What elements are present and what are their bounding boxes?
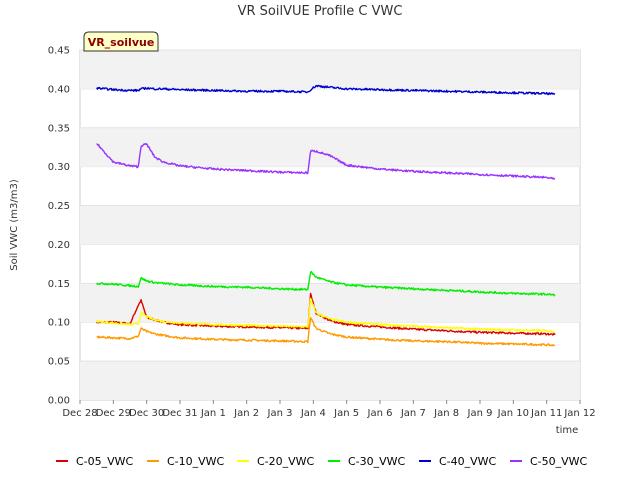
series-line-c-40_vwc (96, 84, 556, 96)
station-badge-text: VR_soilvue (88, 36, 155, 49)
grid-band (80, 361, 580, 400)
x-tick-label: Dec 30 (129, 408, 164, 419)
y-tick-label: 0.05 (48, 357, 70, 368)
grid-band (80, 205, 580, 245)
y-tick-label: 0.35 (48, 123, 70, 134)
chart-title: VR SoilVUE Profile C VWC (238, 4, 403, 19)
legend: C-05_VWC C-10_VWC C-20_VWC C-30_VWC C-40_VWC… (56, 455, 588, 468)
x-tick-label: Jan 10 (497, 408, 529, 419)
x-tick-label: Dec 28 (62, 408, 97, 419)
x-tick-label: Jan 8 (433, 408, 459, 419)
x-axis-label: time (556, 425, 579, 436)
series-lines (96, 84, 556, 347)
x-tick-label: Dec 31 (162, 408, 197, 419)
y-axis-label: Soil VWC (m3/m3) (9, 179, 20, 271)
y-tick-label: 0.40 (48, 84, 70, 95)
x-tick-label: Jan 3 (267, 408, 293, 419)
legend-label: C-50_VWC (530, 455, 588, 468)
x-tick-label: Jan 1 (200, 408, 226, 419)
series-line-c-50_vwc (96, 142, 556, 180)
station-badge: VR_soilvue (83, 31, 159, 52)
x-tick-label: Jan 6 (367, 408, 393, 419)
y-axis-ticks: 0.00 0.05 0.10 0.15 0.20 0.25 0.30 0.35 0.40 0.45 (48, 46, 70, 407)
y-tick-label: 0.15 (48, 279, 70, 290)
y-tick-label: 0.20 (48, 240, 70, 251)
x-tick-label: Jan 9 (467, 408, 493, 419)
legend-label: C-30_VWC (348, 455, 406, 468)
y-tick-label: 0.30 (48, 162, 70, 173)
series-line-c-30_vwc (96, 270, 556, 297)
grid-band (80, 127, 580, 167)
y-tick-label: 0.10 (48, 318, 70, 329)
x-tick-label: Jan 5 (333, 408, 359, 419)
legend-label: C-10_VWC (167, 455, 225, 468)
x-tick-label: Jan 12 (563, 408, 595, 419)
grid-band (80, 50, 580, 89)
legend-label: C-20_VWC (257, 455, 315, 468)
grid-band (80, 283, 580, 323)
y-tick-label: 0.25 (48, 201, 70, 212)
x-tick-label: Jan 7 (400, 408, 426, 419)
x-tick-label: Dec 29 (96, 408, 131, 419)
series-line-c-20_vwc (96, 297, 556, 333)
legend-label: C-05_VWC (76, 455, 134, 468)
y-tick-label: 0.45 (48, 46, 70, 57)
series-line-c-10_vwc (96, 317, 556, 347)
y-tick-label: 0.00 (48, 396, 70, 407)
x-tick-label: Jan 11 (530, 408, 562, 419)
x-tick-label: Jan 2 (233, 408, 259, 419)
x-tick-label: Jan 4 (300, 408, 326, 419)
legend-label: C-40_VWC (439, 455, 497, 468)
